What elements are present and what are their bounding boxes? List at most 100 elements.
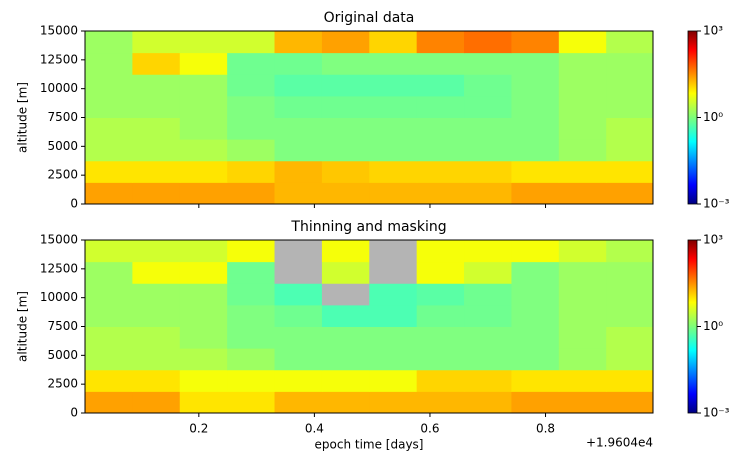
heatmap-cell	[511, 139, 559, 161]
heatmap-cell	[559, 118, 607, 140]
heatmap-cell	[132, 161, 180, 183]
heatmap-cell	[606, 74, 653, 96]
heatmap-cell	[180, 118, 228, 140]
heatmap-cell	[511, 182, 559, 204]
heatmap-cell	[132, 348, 180, 370]
heatmap-cell	[559, 283, 607, 305]
heatmap-cell	[417, 391, 465, 413]
panel-title: Original data	[324, 10, 415, 26]
heatmap-cell	[85, 305, 133, 327]
heatmap-cell	[132, 118, 180, 140]
heatmap-cell	[464, 283, 512, 305]
heatmap-cell	[275, 283, 323, 305]
heatmap-cell	[85, 161, 133, 183]
heatmap-cell	[180, 96, 228, 118]
heatmap-cell	[180, 31, 228, 53]
heatmap-cell	[464, 31, 512, 53]
heatmap-cell	[369, 370, 417, 392]
masked-cell	[369, 240, 417, 262]
colorbar-tick-label: 10⁻³	[703, 406, 730, 420]
heatmap-cell	[417, 262, 465, 284]
heatmap-cell	[132, 240, 180, 262]
heatmap-cell	[417, 348, 465, 370]
heatmap-cell	[132, 53, 180, 75]
heatmap-cell	[417, 74, 465, 96]
heatmap-cell	[180, 182, 228, 204]
heatmap-cell	[464, 96, 512, 118]
heatmap-cell	[322, 348, 370, 370]
heatmap-cell	[227, 370, 275, 392]
heatmap-cell	[417, 182, 465, 204]
heatmap-cell	[511, 118, 559, 140]
heatmap-cell	[85, 182, 133, 204]
heatmap-cell	[180, 74, 228, 96]
heatmap-cell	[369, 118, 417, 140]
heatmap-cell	[511, 74, 559, 96]
heatmap-cell	[85, 391, 133, 413]
colorbar-tick-label: 10³	[703, 233, 723, 247]
heatmap-cell	[85, 240, 133, 262]
heatmap-cell	[559, 161, 607, 183]
heatmap-cell	[227, 283, 275, 305]
heatmap-cell	[369, 53, 417, 75]
heatmap-cell	[322, 96, 370, 118]
heatmap-cell	[180, 161, 228, 183]
heatmap-cell	[275, 31, 323, 53]
colorbar	[688, 240, 697, 413]
heatmap-cell	[417, 327, 465, 349]
heatmap-cell	[85, 370, 133, 392]
x-offset-label: +1.9604e4	[586, 436, 653, 450]
y-tick-label: 0	[70, 406, 78, 420]
x-tick-label: 0.6	[420, 422, 439, 436]
heatmap-cell	[559, 240, 607, 262]
y-tick-label: 0	[70, 197, 78, 211]
y-tick-label: 2500	[47, 168, 78, 182]
x-tick-label: 0.8	[536, 422, 555, 436]
heatmap-cell	[464, 139, 512, 161]
heatmap-cell	[559, 31, 607, 53]
heatmap-cell	[559, 391, 607, 413]
heatmap-cell	[417, 139, 465, 161]
heatmap-cell	[417, 118, 465, 140]
heatmap-cell	[275, 327, 323, 349]
heatmap-cell	[417, 53, 465, 75]
colorbar-tick-label: 10³	[703, 24, 723, 38]
heatmap-cell	[275, 348, 323, 370]
heatmap-cell	[227, 139, 275, 161]
heatmap-cell	[322, 139, 370, 161]
heatmap-cell	[180, 370, 228, 392]
heatmap-cell	[369, 391, 417, 413]
y-tick-label: 10000	[40, 290, 78, 304]
heatmap-cell	[275, 370, 323, 392]
heatmap-cell	[180, 53, 228, 75]
heatmap-cell	[369, 161, 417, 183]
heatmap-cell	[227, 305, 275, 327]
colorbar-tick-label: 10⁰	[703, 319, 723, 333]
heatmap-cell	[369, 327, 417, 349]
heatmap-cell	[132, 327, 180, 349]
heatmap-cell	[559, 305, 607, 327]
heatmap-cell	[322, 327, 370, 349]
heatmap-cell	[369, 139, 417, 161]
heatmap-cell	[85, 53, 133, 75]
x-tick-label: 0.2	[189, 422, 208, 436]
y-tick-label: 12500	[40, 52, 78, 66]
heatmap-cell	[606, 53, 653, 75]
heatmap-cell	[511, 283, 559, 305]
heatmap-cell	[464, 161, 512, 183]
heatmap-cell	[322, 391, 370, 413]
y-tick-label: 5000	[47, 139, 78, 153]
heatmap-cell	[180, 139, 228, 161]
heatmap-cell	[227, 161, 275, 183]
y-tick-label: 12500	[40, 261, 78, 275]
heatmap-cell	[85, 96, 133, 118]
heatmap-cell	[85, 262, 133, 284]
heatmap-cell	[322, 118, 370, 140]
heatmap-cell	[322, 53, 370, 75]
heatmap-cell	[227, 31, 275, 53]
heatmap-cell	[180, 305, 228, 327]
colorbar-tick-label: 10⁰	[703, 110, 723, 124]
heatmap-cell	[511, 370, 559, 392]
heatmap-cell	[417, 370, 465, 392]
heatmap-cell	[322, 31, 370, 53]
